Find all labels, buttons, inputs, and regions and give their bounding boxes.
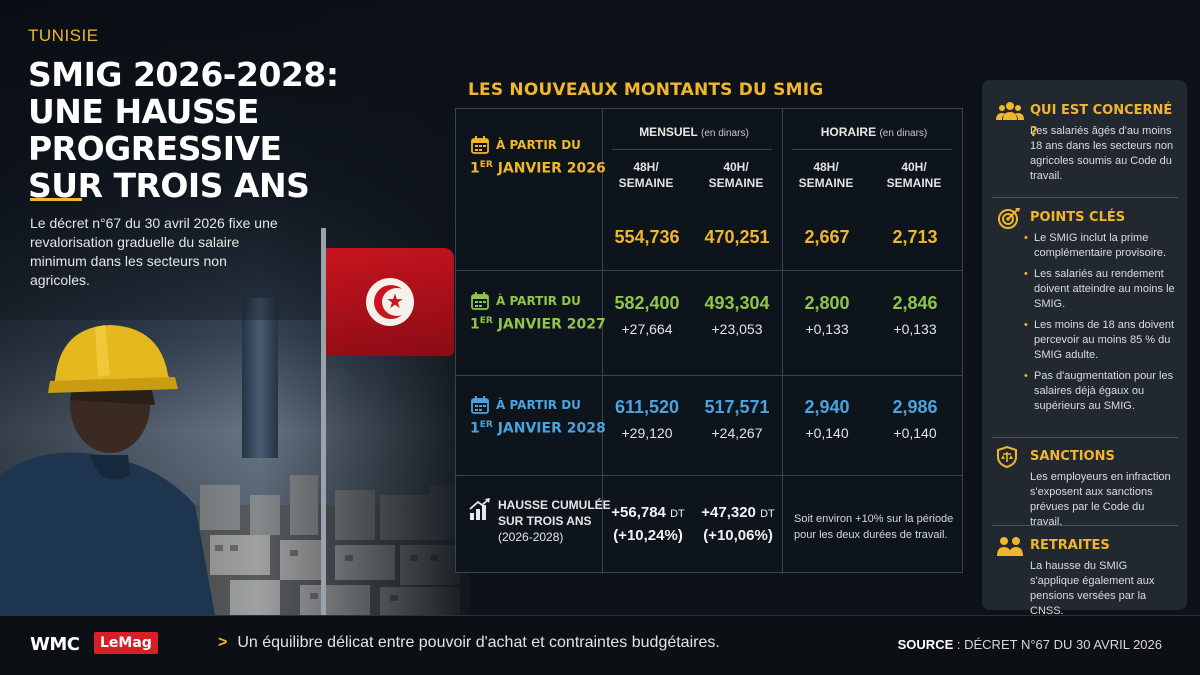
row-label-2028: À PARTIR DU 1ER JANVIER 2028 (470, 395, 606, 439)
calendar-icon (471, 396, 489, 414)
value-2026-monthly-48h: 554,736 (614, 227, 680, 247)
value-2027-monthly-40h: 493,304 (704, 293, 770, 313)
wmc-logo: WMC (30, 634, 80, 655)
growth-chart-icon (469, 498, 490, 520)
value-2028-hourly-48h: 2,940 (804, 397, 850, 417)
worker-illustration (0, 325, 215, 615)
row-label-2026: À PARTIR DU 1ER JANVIER 2026 (470, 135, 606, 179)
delta-2027-monthly-40h: +23,053 (711, 321, 763, 337)
shield-scales-icon (997, 446, 1017, 468)
delta-2027-hourly-48h: +0,133 (805, 321, 849, 337)
keypoint-item: Le SMIG inclut la prime complémentaire p… (1024, 231, 1178, 261)
title-divider (30, 198, 82, 201)
cumulative-note: Soit environ +10% sur la période pour le… (794, 513, 954, 541)
footer-bar: WMC LeMag > Un équilibre délicat entre po… (0, 615, 1200, 675)
section-retirees: RETRAITES La hausse du SMIG s'applique é… (996, 535, 1178, 619)
concerned-text: Les salariés âgés d'au moins 18 ans dans… (1030, 125, 1174, 182)
page-title: SMIG 2026-2028: UNE HAUSSE PROGRESSIVE S… (28, 56, 448, 204)
flag-pole (321, 228, 326, 615)
value-2026-hourly-48h: 2,667 (804, 227, 850, 247)
sanctions-text: Les employeurs en infraction s'exposent … (1030, 471, 1171, 528)
region-label: TUNISIE (28, 26, 99, 45)
section-concerned: QUI EST CONCERNÉ ? Les salariés âgés d'a… (996, 100, 1178, 184)
cumulative-monthly-48h: +56,784 DT (+10,24%) (611, 504, 685, 544)
background-photo: ★ (0, 0, 470, 615)
value-2026-hourly-40h: 2,713 (892, 227, 938, 247)
table-title: LES NOUVEAUX MONTANTS DU SMIG (468, 80, 824, 100)
section-sanctions: SANCTIONS Les employeurs en infraction s… (996, 446, 1178, 530)
value-2028-monthly-48h: 611,520 (614, 397, 680, 417)
keypoint-item: Pas d'augmentation pour les salaires déj… (1024, 369, 1178, 414)
target-icon (998, 208, 1020, 229)
subheader-monthly-40h: 40H/SEMAINE (708, 160, 764, 190)
retirees-icon (997, 537, 1023, 556)
row-label-2027: À PARTIR DU 1ER JANVIER 2027 (470, 291, 606, 335)
people-icon (996, 102, 1024, 120)
delta-2027-monthly-48h: +27,664 (621, 321, 673, 337)
chevron-right-icon: > (218, 634, 228, 651)
calendar-icon (471, 136, 489, 154)
delta-2028-monthly-48h: +29,120 (621, 425, 673, 441)
subheader-hourly-48h: 48H/SEMAINE (798, 160, 854, 190)
keypoint-item: Les moins de 18 ans doivent percevoir au… (1024, 318, 1178, 363)
source-credit: SOURCE : DÉCRET N°67 DU 30 AVRIL 2026 (897, 637, 1162, 652)
smig-table: MENSUEL (en dinars) HORAIRE (en dinars) … (455, 108, 963, 574)
info-panel: QUI EST CONCERNÉ ? Les salariés âgés d'a… (982, 80, 1187, 617)
value-2028-monthly-40h: 517,571 (704, 397, 770, 417)
section-keypoints: POINTS CLÉS Le SMIG inclut la prime comp… (996, 207, 1178, 420)
delta-2028-hourly-40h: +0,140 (893, 425, 937, 441)
value-2028-hourly-40h: 2,986 (892, 397, 938, 417)
value-2027-monthly-48h: 582,400 (614, 293, 680, 313)
delta-2027-hourly-40h: +0,133 (893, 321, 937, 337)
header-hourly: HORAIRE (en dinars) (820, 125, 928, 139)
value-2027-hourly-48h: 2,800 (804, 293, 850, 313)
keypoint-item: Les salariés au rendement doivent attein… (1024, 267, 1178, 312)
tunisian-flag: ★ (326, 248, 454, 356)
footer-tagline: > Un équilibre délicat entre pouvoir d'ac… (218, 634, 720, 651)
delta-2028-hourly-48h: +0,140 (805, 425, 849, 441)
title-line-3: SUR TROIS ANS (28, 166, 310, 205)
header-monthly: MENSUEL (en dinars) (639, 125, 749, 139)
title-line-2: UNE HAUSSE PROGRESSIVE (28, 92, 282, 168)
retirees-text: La hausse du SMIG s'applique également a… (1030, 560, 1155, 617)
cumulative-monthly-40h: +47,320 DT (+10,06%) (701, 504, 775, 544)
value-2027-hourly-40h: 2,846 (892, 293, 938, 313)
delta-2028-monthly-40h: +24,267 (711, 425, 763, 441)
subheader-monthly-48h: 48H/SEMAINE (618, 160, 674, 190)
title-line-1: SMIG 2026-2028: (28, 55, 339, 94)
calendar-icon (471, 292, 489, 310)
value-2026-monthly-40h: 470,251 (704, 227, 770, 247)
intro-text: Le décret n°67 du 30 avril 2026 fixe une… (30, 215, 278, 288)
lemag-logo: LeMag (94, 632, 158, 654)
cumulative-label: HAUSSE CUMULÉE SUR TROIS ANS (2026-2028) (498, 498, 611, 544)
subheader-hourly-40h: 40H/SEMAINE (886, 160, 942, 190)
